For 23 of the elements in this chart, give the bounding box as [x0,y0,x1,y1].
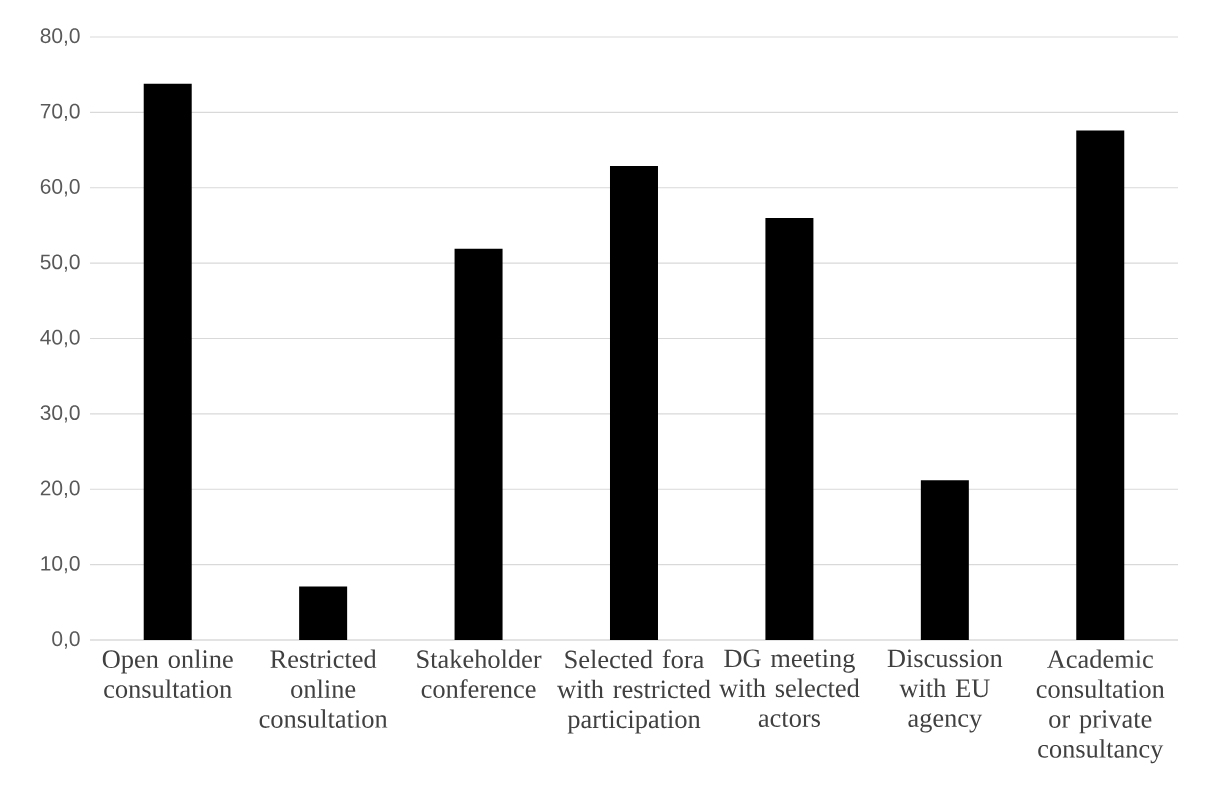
bar [609,165,658,640]
x-tick-label: DG meeting with selected actors [719,649,860,728]
bar [143,83,192,640]
x-tick-label: Stakeholder conference [417,649,542,698]
bar [920,480,969,640]
bar [299,586,348,640]
x-tick-label: Discussion with EU agency [887,649,1003,733]
y-tick-label: 40,0 [40,329,80,348]
x-tick-label: Open online consultation [102,649,233,698]
bar [1076,130,1125,640]
bar [765,217,814,640]
x-tick-label: Restricted online consultation [259,649,388,728]
y-tick-label: 60,0 [40,179,80,197]
y-tick-label: 30,0 [40,405,80,423]
x-tick-label: Selected fora with restricted participation [557,649,711,734]
y-tick-label: 70,0 [40,103,80,122]
y-tick-label: 20,0 [40,480,80,498]
y-tick-label: 0,0 [52,631,80,649]
bar [454,248,503,640]
x-tick-label: Academic consultation or private consultancy [1036,649,1165,764]
y-tick-label: 50,0 [40,254,80,272]
y-tick-label: 10,0 [41,555,80,574]
y-tick-label: 80,0 [40,28,80,46]
